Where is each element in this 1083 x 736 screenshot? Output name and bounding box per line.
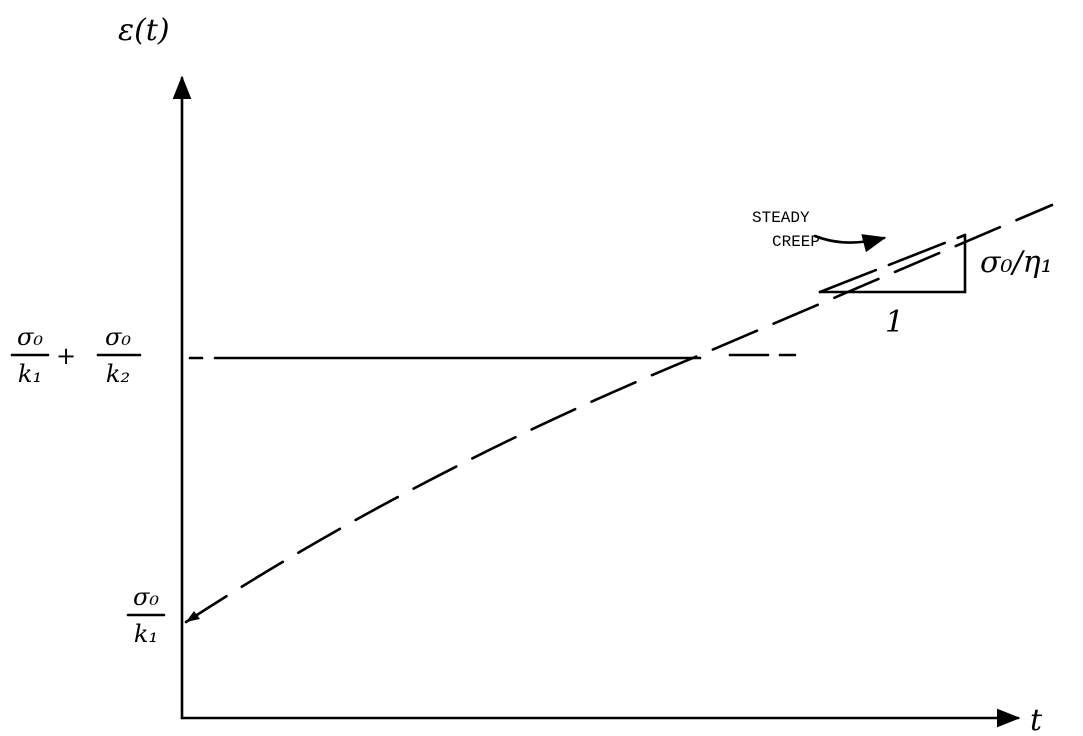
curve-start-arrow bbox=[186, 611, 200, 622]
annotation-arrow bbox=[813, 234, 887, 253]
annotation-line: STEADY bbox=[752, 209, 810, 227]
operator: + bbox=[56, 342, 76, 370]
y-axis-label: ε(t) bbox=[118, 13, 170, 48]
fraction-numerator: σ₀ bbox=[17, 323, 43, 351]
slope-hypotenuse bbox=[818, 233, 967, 294]
creep-curve bbox=[184, 203, 1054, 624]
x-axis-label: t bbox=[1030, 703, 1043, 736]
slope-rise-label: σ₀/η₁ bbox=[980, 245, 1053, 280]
fraction-denominator: k₂ bbox=[106, 360, 130, 388]
annotation-line: CREEP bbox=[772, 233, 820, 251]
fraction-denominator: k₁ bbox=[18, 360, 42, 388]
fraction-numerator: σ₀ bbox=[105, 323, 131, 351]
fraction-numerator: σ₀ bbox=[133, 583, 159, 611]
slope-run-label: 1 bbox=[885, 305, 904, 340]
fraction-denominator: k₁ bbox=[134, 620, 158, 648]
